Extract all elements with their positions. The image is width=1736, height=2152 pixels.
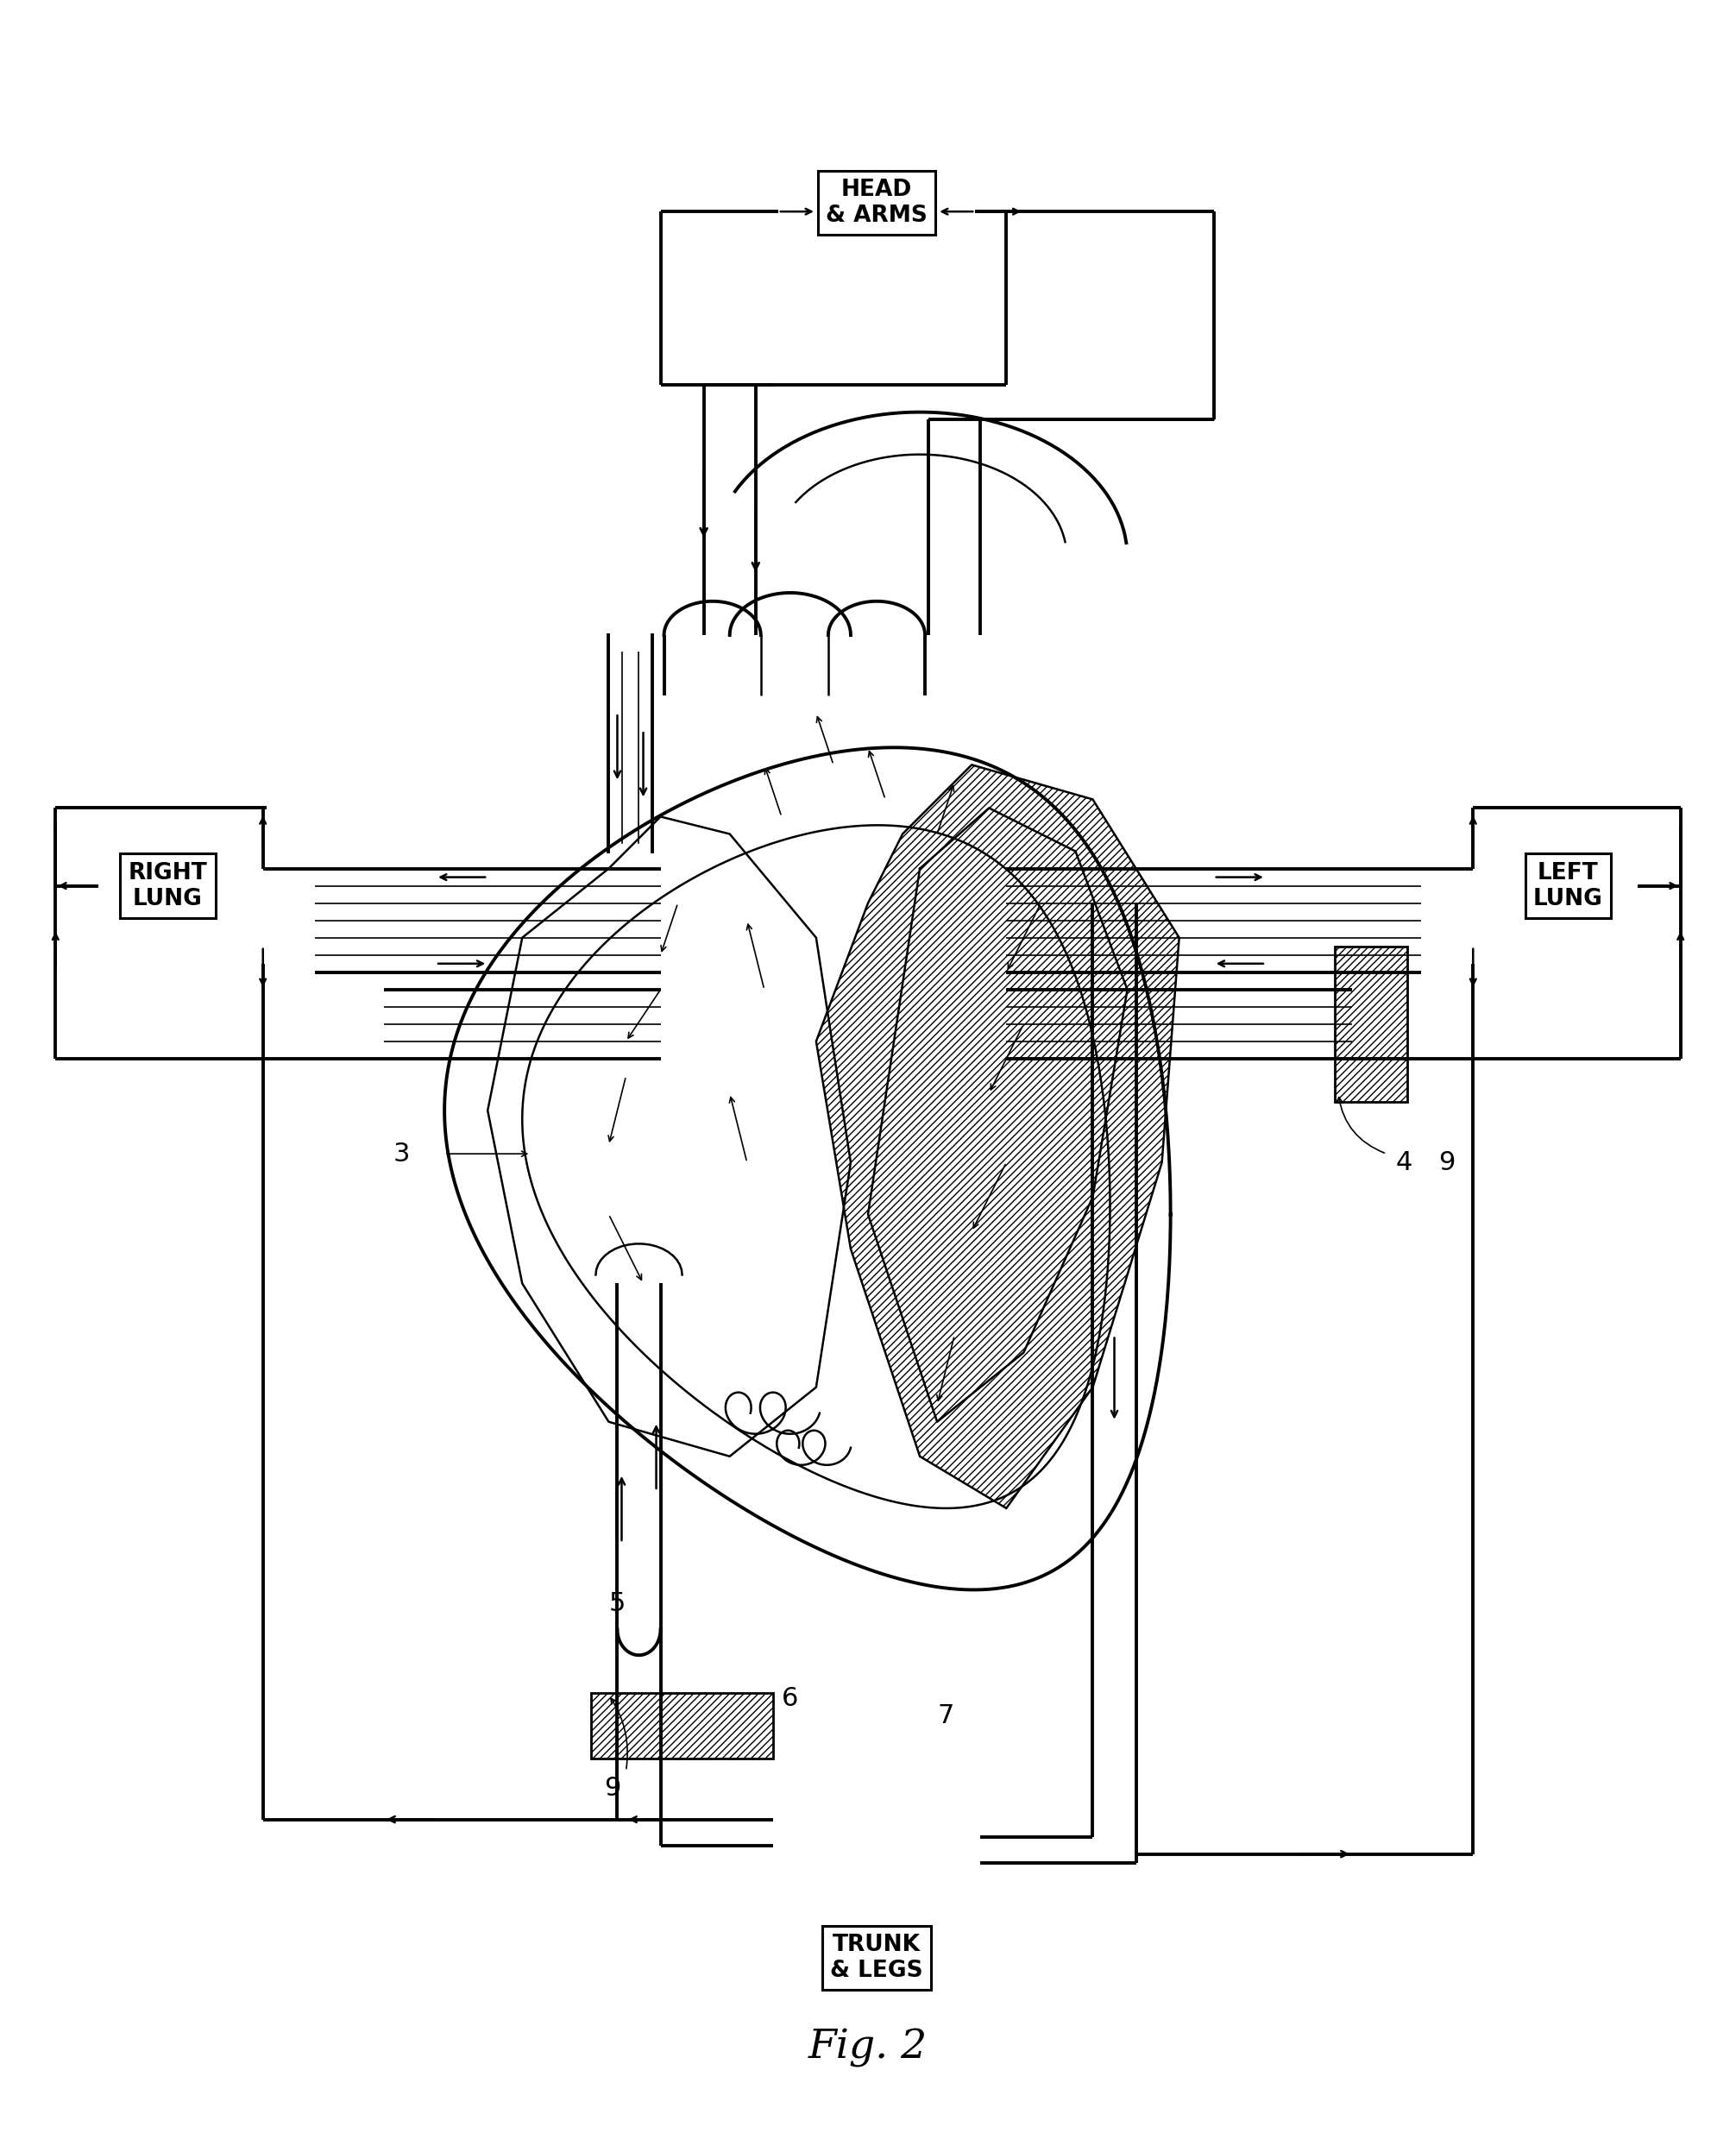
Text: TRUNK
& LEGS: TRUNK & LEGS [830,1935,924,1982]
Text: 7: 7 [937,1702,955,1728]
Text: RIGHT
LUNG: RIGHT LUNG [128,861,207,910]
Text: LEFT
LUNG: LEFT LUNG [1533,861,1602,910]
Bar [1335,947,1408,1102]
Text: 6: 6 [781,1685,799,1711]
Text: Fig. 2: Fig. 2 [809,2027,927,2068]
Text: 5: 5 [609,1590,625,1616]
Polygon shape [816,764,1179,1509]
Text: 4: 4 [1396,1149,1413,1175]
Text: 9: 9 [604,1775,620,1801]
Text: 3: 3 [392,1141,410,1166]
Text: HEAD
& ARMS: HEAD & ARMS [826,179,927,228]
Text: 9: 9 [1439,1149,1455,1175]
Bar [592,1694,773,1758]
